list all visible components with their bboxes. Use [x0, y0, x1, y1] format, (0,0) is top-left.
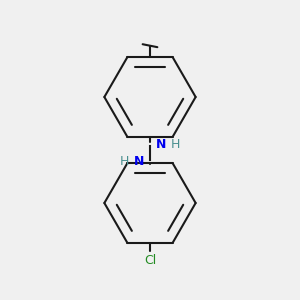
Text: N: N	[134, 155, 144, 168]
Text: H: H	[171, 138, 180, 151]
Text: N: N	[156, 138, 166, 151]
Text: Cl: Cl	[144, 254, 156, 267]
Text: H: H	[120, 155, 129, 168]
